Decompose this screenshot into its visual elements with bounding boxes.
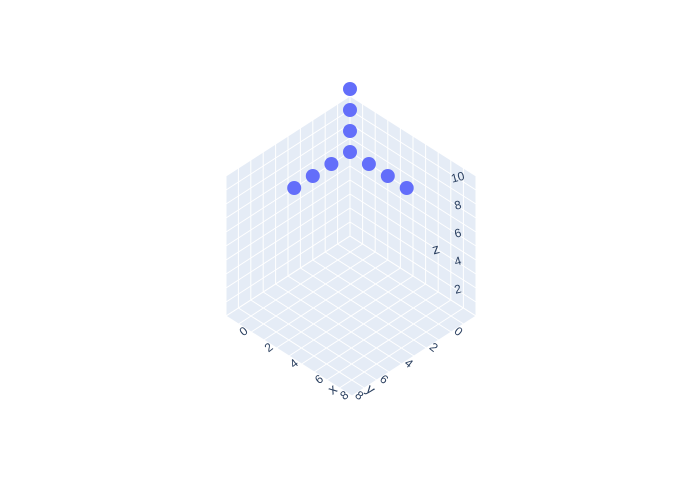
z-tick-label: 2 bbox=[453, 281, 463, 296]
wall-x0-grid-line-z bbox=[225, 123, 351, 205]
wall-y0-grid-line-z bbox=[349, 179, 477, 261]
data-point bbox=[343, 124, 357, 138]
floor-grid-line-y bbox=[238, 307, 365, 389]
floor-grid-line-y bbox=[312, 259, 440, 341]
wall-x0-grid-line-z bbox=[225, 207, 351, 289]
floor-grid-line-y bbox=[287, 275, 415, 357]
data-point bbox=[287, 181, 302, 195]
wall-x0-grid-line-z bbox=[225, 179, 351, 261]
data-point bbox=[343, 103, 357, 117]
floor-grid-line-y bbox=[250, 299, 378, 381]
data-points bbox=[287, 82, 414, 195]
wall-x0-grid-line-z bbox=[225, 193, 351, 275]
wall-x0-grid-line-z bbox=[225, 235, 351, 317]
wall-y0-grid-line-z bbox=[349, 207, 477, 289]
data-point bbox=[343, 82, 357, 96]
floor-grid-line-y bbox=[262, 291, 390, 373]
z-tick-label: 6 bbox=[453, 225, 463, 240]
wall-x0-grid-line-z bbox=[225, 95, 351, 177]
data-point bbox=[380, 169, 395, 183]
z-axis-title: z bbox=[430, 240, 441, 257]
floor-grid-line-y bbox=[300, 267, 427, 349]
z-tick-label: 8 bbox=[453, 197, 463, 212]
data-point bbox=[305, 169, 320, 183]
wall-y0-grid-line-z bbox=[349, 123, 477, 205]
floor-grid-line-y bbox=[324, 251, 452, 333]
wall-x0-grid-line-z bbox=[225, 221, 351, 303]
z-tick-label: 4 bbox=[453, 253, 463, 268]
wall-y0-grid-line-z bbox=[349, 95, 477, 177]
wall-x0-grid-line-z bbox=[225, 165, 351, 247]
data-point bbox=[399, 181, 414, 195]
wall-y0-grid-line-z bbox=[349, 235, 477, 317]
data-point bbox=[324, 157, 339, 171]
z-tick-label: 10 bbox=[450, 169, 467, 186]
data-point bbox=[343, 145, 357, 159]
floor-grid-line-y bbox=[225, 315, 353, 397]
wall-y0-grid-line-z bbox=[349, 221, 477, 303]
data-point bbox=[361, 157, 376, 171]
wall-y0-grid-line-z bbox=[349, 109, 477, 191]
floor-grid-line-y bbox=[275, 283, 402, 365]
wall-y0-grid-line-z bbox=[349, 137, 477, 219]
floor-grid-line-y bbox=[337, 243, 464, 325]
wall-y0-grid-line-z bbox=[349, 193, 477, 275]
grid-lines bbox=[225, 95, 477, 397]
wall-y0-grid-line-z bbox=[349, 165, 477, 247]
wall-x0-grid-line-z bbox=[225, 137, 351, 219]
wall-x0-grid-line-z bbox=[225, 109, 351, 191]
